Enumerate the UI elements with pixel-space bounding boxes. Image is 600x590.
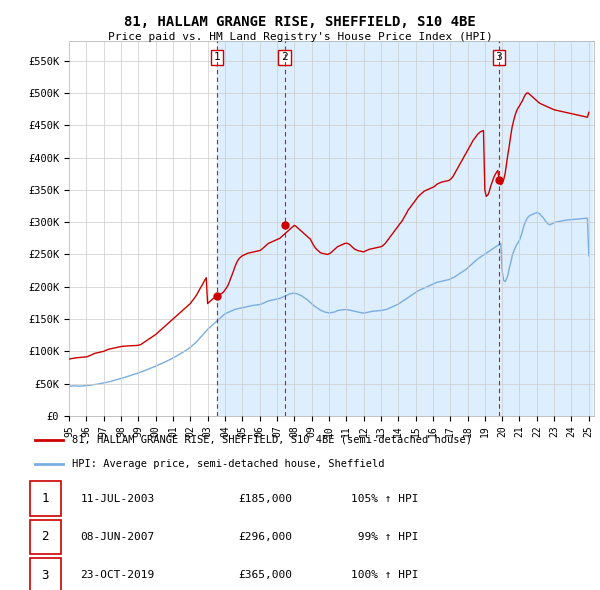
FancyBboxPatch shape xyxy=(29,481,61,516)
Text: 99% ↑ HPI: 99% ↑ HPI xyxy=(351,532,419,542)
Text: 1: 1 xyxy=(41,492,49,505)
Text: £365,000: £365,000 xyxy=(238,570,292,580)
FancyBboxPatch shape xyxy=(29,520,61,554)
Text: £185,000: £185,000 xyxy=(238,494,292,504)
FancyBboxPatch shape xyxy=(29,558,61,590)
Text: 3: 3 xyxy=(496,53,502,63)
Text: 100% ↑ HPI: 100% ↑ HPI xyxy=(351,570,419,580)
Text: 81, HALLAM GRANGE RISE, SHEFFIELD, S10 4BE (semi-detached house): 81, HALLAM GRANGE RISE, SHEFFIELD, S10 4… xyxy=(72,435,472,445)
Text: HPI: Average price, semi-detached house, Sheffield: HPI: Average price, semi-detached house,… xyxy=(72,459,385,469)
Text: 2: 2 xyxy=(281,53,288,63)
Text: 1: 1 xyxy=(214,53,220,63)
Bar xyxy=(284,41,499,416)
Text: £296,000: £296,000 xyxy=(238,532,292,542)
Text: 105% ↑ HPI: 105% ↑ HPI xyxy=(351,494,419,504)
Text: 3: 3 xyxy=(41,569,49,582)
Bar xyxy=(499,41,592,416)
Text: 2: 2 xyxy=(41,530,49,543)
Text: 81, HALLAM GRANGE RISE, SHEFFIELD, S10 4BE: 81, HALLAM GRANGE RISE, SHEFFIELD, S10 4… xyxy=(124,15,476,29)
Text: 08-JUN-2007: 08-JUN-2007 xyxy=(80,532,155,542)
Text: 11-JUL-2003: 11-JUL-2003 xyxy=(80,494,155,504)
Text: Price paid vs. HM Land Registry's House Price Index (HPI): Price paid vs. HM Land Registry's House … xyxy=(107,32,493,42)
Bar xyxy=(217,41,284,416)
Text: 23-OCT-2019: 23-OCT-2019 xyxy=(80,570,155,580)
